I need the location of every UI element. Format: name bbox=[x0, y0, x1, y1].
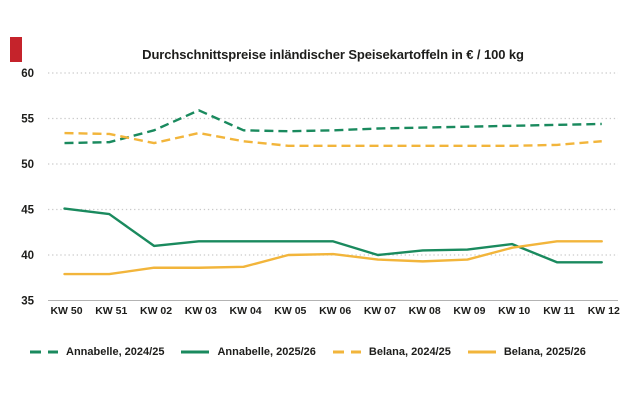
series-line-belana-2025-26 bbox=[63, 240, 603, 276]
legend-item-annabelle-2025-26: Annabelle, 2025/26 bbox=[180, 346, 316, 358]
legend-label: Annabelle, 2024/25 bbox=[66, 346, 165, 358]
x-axis-tick-label: KW 07 bbox=[364, 305, 396, 317]
legend-item-belana-2025-26: Belana, 2025/26 bbox=[467, 346, 586, 358]
legend-label: Belana, 2024/25 bbox=[368, 346, 451, 358]
chart-legend: Annabelle, 2024/25 Annabelle, 2025/26 Be… bbox=[29, 346, 609, 358]
y-axis-tick-label: 60 bbox=[21, 68, 34, 80]
x-axis-tick-label: KW 04 bbox=[230, 305, 262, 317]
legend-solid-line-icon bbox=[467, 350, 496, 354]
x-axis-tick-label: KW 11 bbox=[543, 305, 575, 317]
legend-solid-line-icon bbox=[181, 350, 210, 354]
x-axis-tick-label: KW 51 bbox=[95, 305, 127, 317]
x-axis-tick-label: KW 06 bbox=[319, 305, 351, 317]
x-axis-tick-label: KW 03 bbox=[185, 305, 217, 317]
x-axis-tick-label: KW 09 bbox=[453, 305, 485, 317]
legend-dashed-line-icon bbox=[332, 350, 361, 354]
x-axis-tick-label: KW 02 bbox=[140, 305, 172, 317]
x-axis-tick-label: KW 12 bbox=[588, 305, 620, 317]
legend-label: Annabelle, 2025/26 bbox=[217, 346, 316, 358]
series-line-annabelle-2024-25 bbox=[64, 109, 602, 145]
x-axis-tick-label: KW 10 bbox=[498, 305, 530, 317]
y-axis-tick-label: 45 bbox=[21, 205, 34, 217]
y-axis-tick-label: 40 bbox=[21, 250, 34, 262]
y-axis-tick-label: 55 bbox=[21, 114, 34, 126]
series-line-annabelle-2025-26 bbox=[63, 207, 603, 264]
x-axis-tick-label: KW 08 bbox=[409, 305, 441, 317]
x-axis-tick-label: KW 05 bbox=[274, 305, 306, 317]
legend-dashed-line-icon bbox=[30, 350, 58, 354]
legend-label: Belana, 2025/26 bbox=[503, 346, 586, 358]
red-accent-bar bbox=[10, 37, 22, 62]
legend-item-belana-2024-25: Belana, 2024/25 bbox=[332, 346, 451, 358]
chart-title: Durchschnittspreise inländischer Speisek… bbox=[142, 47, 524, 62]
legend-item-annabelle-2024-25: Annabelle, 2024/25 bbox=[29, 346, 164, 358]
y-axis-tick-label: 35 bbox=[21, 296, 34, 308]
x-axis-tick-label: KW 50 bbox=[50, 305, 82, 317]
y-axis-tick-label: 50 bbox=[21, 159, 34, 171]
series-line-belana-2024-25 bbox=[64, 131, 602, 148]
